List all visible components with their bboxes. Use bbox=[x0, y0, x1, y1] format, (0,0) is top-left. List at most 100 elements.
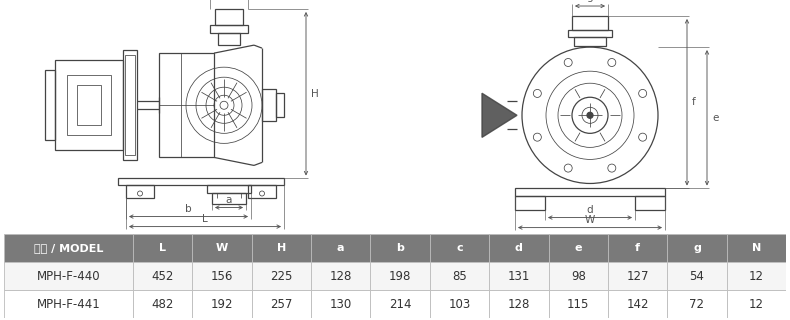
Bar bbox=[371, 290, 430, 318]
Bar bbox=[548, 262, 608, 290]
Bar bbox=[608, 290, 668, 318]
Text: 98: 98 bbox=[571, 269, 585, 283]
Text: a: a bbox=[337, 243, 344, 253]
Bar bbox=[252, 290, 311, 318]
Text: d: d bbox=[587, 204, 593, 214]
Bar bbox=[371, 262, 430, 290]
Bar bbox=[727, 262, 786, 290]
Bar bbox=[77, 85, 101, 125]
Text: 12: 12 bbox=[749, 298, 764, 311]
Bar bbox=[218, 33, 240, 45]
Bar bbox=[4, 234, 133, 262]
Bar bbox=[489, 262, 548, 290]
Text: 127: 127 bbox=[626, 269, 649, 283]
Bar bbox=[67, 75, 111, 135]
Bar bbox=[635, 196, 665, 210]
Bar bbox=[311, 262, 371, 290]
Bar bbox=[608, 234, 668, 262]
Bar bbox=[515, 188, 665, 196]
Bar bbox=[212, 194, 246, 204]
Text: 257: 257 bbox=[270, 298, 292, 311]
Text: b: b bbox=[396, 243, 404, 253]
Bar bbox=[311, 234, 371, 262]
Text: 85: 85 bbox=[452, 269, 467, 283]
Bar bbox=[668, 262, 727, 290]
Text: 54: 54 bbox=[690, 269, 705, 283]
Text: 72: 72 bbox=[690, 298, 705, 311]
Text: N: N bbox=[752, 243, 761, 253]
Bar bbox=[4, 290, 133, 318]
Text: 198: 198 bbox=[389, 269, 412, 283]
Bar bbox=[55, 60, 123, 150]
Text: 192: 192 bbox=[211, 298, 233, 311]
Text: L: L bbox=[202, 213, 208, 224]
Text: 131: 131 bbox=[508, 269, 530, 283]
Text: 103: 103 bbox=[449, 298, 471, 311]
Bar bbox=[668, 234, 727, 262]
Text: f: f bbox=[692, 97, 696, 107]
Text: 128: 128 bbox=[508, 298, 530, 311]
Bar bbox=[276, 93, 284, 117]
Bar bbox=[248, 186, 276, 197]
Bar bbox=[192, 234, 252, 262]
Bar bbox=[126, 186, 154, 197]
Text: c: c bbox=[456, 243, 463, 253]
Text: L: L bbox=[159, 243, 166, 253]
Text: MPH-F-440: MPH-F-440 bbox=[36, 269, 100, 283]
Bar bbox=[311, 290, 371, 318]
Text: 142: 142 bbox=[626, 298, 649, 311]
Text: 115: 115 bbox=[567, 298, 589, 311]
Bar bbox=[118, 179, 284, 186]
Bar bbox=[371, 234, 430, 262]
Bar bbox=[215, 9, 243, 25]
Text: e: e bbox=[574, 243, 582, 253]
Bar bbox=[572, 16, 608, 30]
Bar bbox=[608, 262, 668, 290]
Bar bbox=[430, 234, 489, 262]
Bar bbox=[568, 30, 612, 37]
Text: H: H bbox=[311, 89, 318, 99]
Bar bbox=[515, 196, 545, 210]
Text: g: g bbox=[693, 243, 701, 253]
Text: 型式 / MODEL: 型式 / MODEL bbox=[34, 243, 103, 253]
Text: 128: 128 bbox=[329, 269, 352, 283]
Text: 214: 214 bbox=[389, 298, 412, 311]
Text: W: W bbox=[216, 243, 228, 253]
Bar bbox=[252, 234, 311, 262]
Bar bbox=[133, 234, 192, 262]
Bar bbox=[262, 89, 276, 121]
Text: b: b bbox=[185, 204, 192, 213]
Bar bbox=[133, 290, 192, 318]
Text: a: a bbox=[226, 195, 232, 204]
Bar bbox=[489, 234, 548, 262]
Text: 225: 225 bbox=[270, 269, 292, 283]
Bar bbox=[159, 53, 214, 157]
Bar bbox=[489, 290, 548, 318]
Bar bbox=[252, 262, 311, 290]
Bar bbox=[123, 50, 137, 160]
Text: 156: 156 bbox=[211, 269, 233, 283]
Bar bbox=[133, 262, 192, 290]
Text: 482: 482 bbox=[152, 298, 174, 311]
Polygon shape bbox=[482, 93, 517, 137]
Text: 130: 130 bbox=[329, 298, 352, 311]
Circle shape bbox=[587, 112, 593, 118]
Text: g: g bbox=[587, 0, 593, 2]
Bar bbox=[727, 234, 786, 262]
Bar bbox=[727, 290, 786, 318]
Bar bbox=[574, 37, 606, 46]
Text: d: d bbox=[515, 243, 523, 253]
Bar bbox=[125, 55, 135, 156]
Text: MPH-F-441: MPH-F-441 bbox=[36, 298, 100, 311]
Text: e: e bbox=[712, 113, 718, 123]
Bar bbox=[548, 234, 608, 262]
Bar bbox=[548, 290, 608, 318]
Text: 12: 12 bbox=[749, 269, 764, 283]
Bar bbox=[207, 186, 251, 194]
Text: H: H bbox=[276, 243, 286, 253]
Bar bbox=[45, 70, 55, 140]
Text: W: W bbox=[585, 215, 595, 225]
Bar bbox=[210, 25, 248, 33]
Text: 452: 452 bbox=[152, 269, 174, 283]
Bar bbox=[4, 262, 133, 290]
